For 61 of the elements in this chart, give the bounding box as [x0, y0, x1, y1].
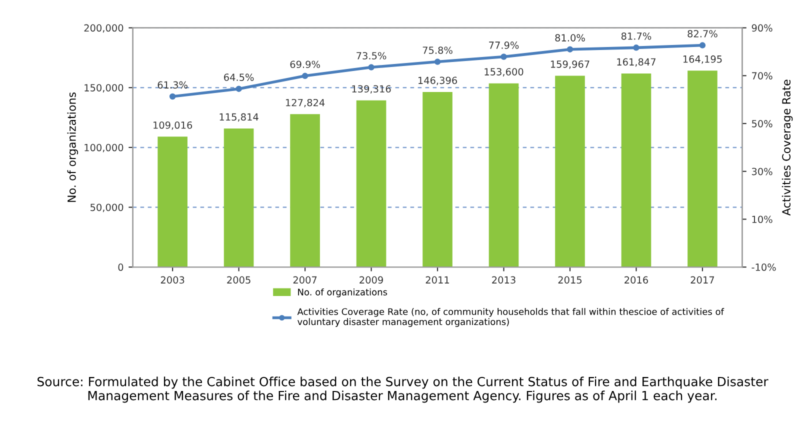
- y-tick-label: 50,000: [90, 204, 124, 212]
- data-label: 127,824: [286, 98, 325, 108]
- data-label: 75.8%: [422, 46, 452, 54]
- x-tick-label: 2015: [558, 276, 582, 284]
- bar: [488, 83, 519, 268]
- data-label: 81.7%: [621, 32, 652, 40]
- data-label: 153,600: [484, 68, 524, 76]
- y2-axis-title: Activities Coverage Rate: [782, 80, 793, 216]
- bar: [555, 76, 585, 268]
- y-axis-title: No. of organizations: [67, 92, 78, 202]
- y2-tick-label: 30%: [752, 168, 772, 176]
- x-tick-label: 2003: [160, 276, 184, 284]
- data-label: 139,316: [352, 85, 391, 94]
- data-label: 109,016: [154, 121, 192, 130]
- y2-tick-label: 50%: [752, 120, 772, 128]
- y-tick-label: 100,000: [84, 144, 124, 152]
- x-tick-label: 2017: [690, 276, 714, 284]
- bar: [158, 136, 188, 268]
- point: [236, 86, 242, 92]
- legend-label: No. of organizations: [298, 288, 388, 298]
- x-tick-label: 2016: [624, 276, 648, 284]
- source-note: Source: Formulated by the Cabinet Office based on the Survey on the Current Status of Fire and Earthquake Disaster Management Measures of the Fire and Disaster Management Agency. Figures as of April 1 each year.: [38, 376, 768, 403]
- bar: [621, 73, 652, 268]
- y2-tick-label: -10%: [752, 264, 776, 271]
- x-tick-label: 2013: [492, 276, 516, 284]
- bar: [290, 114, 320, 268]
- y-tick-label: 0: [118, 264, 124, 271]
- bar: [224, 128, 254, 268]
- y-tick-label: 200,000: [84, 24, 124, 33]
- point: [500, 54, 507, 60]
- data-label: 77.9%: [489, 42, 519, 49]
- data-label: 115,814: [220, 113, 258, 122]
- point: [566, 46, 574, 52]
- data-label: 159,967: [550, 60, 590, 69]
- point: [368, 64, 374, 70]
- data-label: 164,195: [683, 55, 722, 64]
- point: [169, 93, 176, 100]
- legend-label: Activities Coverage Rate (no, of community households that fall within thescioe of activities of voluntary disaster management organizations): [297, 308, 724, 327]
- x-tick-label: 2011: [426, 276, 449, 284]
- x-tick-label: 2007: [293, 276, 317, 284]
- y2-tick-label: 90%: [752, 24, 772, 32]
- point: [633, 44, 640, 51]
- point: [302, 72, 308, 80]
- bar: [422, 92, 452, 268]
- data-label: 73.5%: [356, 52, 386, 60]
- point: [434, 58, 441, 65]
- bar: [356, 100, 386, 268]
- data-label: 69.9%: [290, 60, 320, 68]
- data-label: 161,847: [617, 58, 656, 67]
- data-label: 81.0%: [555, 34, 585, 42]
- point: [699, 42, 706, 48]
- data-label: 146,396: [418, 76, 458, 86]
- data-label: 61.3%: [158, 81, 188, 89]
- data-label: 64.5%: [224, 74, 254, 81]
- bar: [688, 70, 718, 268]
- y2-tick-label: 70%: [752, 72, 772, 80]
- x-tick-label: 2005: [227, 276, 250, 284]
- y2-tick-label: 10%: [752, 216, 772, 224]
- x-tick-label: 2009: [360, 276, 383, 284]
- y-tick-label: 150,000: [84, 84, 124, 92]
- data-label: 82.7%: [688, 30, 718, 38]
